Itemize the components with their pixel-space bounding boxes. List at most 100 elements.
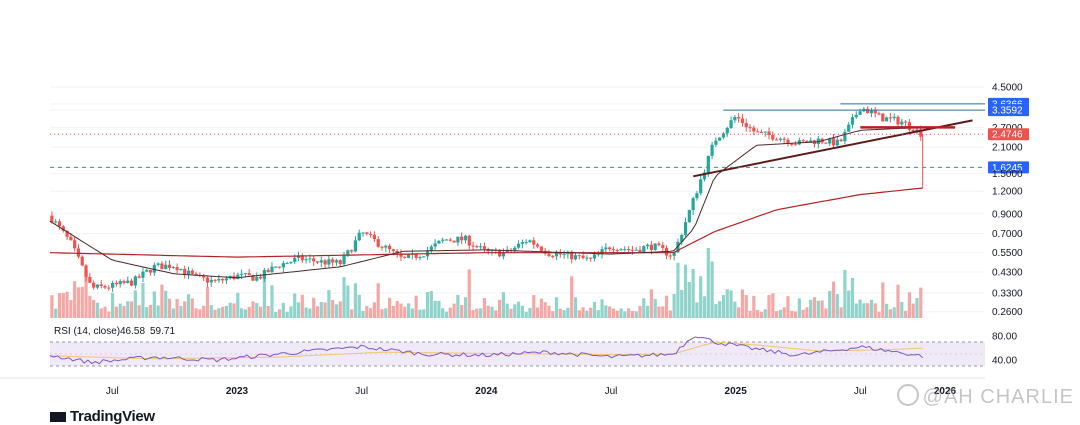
volume-bar xyxy=(88,295,92,318)
volume-bar xyxy=(748,310,752,318)
candle xyxy=(422,256,426,258)
candle xyxy=(638,249,642,253)
volume-bar xyxy=(323,302,327,318)
volume-bar xyxy=(338,301,342,318)
candle xyxy=(289,261,293,264)
volume-bar xyxy=(122,305,126,318)
candle xyxy=(854,114,858,118)
volume-bar xyxy=(850,277,855,318)
candle xyxy=(118,281,122,285)
time-tick-label: 2024 xyxy=(475,386,498,397)
volume-bar xyxy=(619,308,623,318)
volume-bar xyxy=(353,283,358,318)
candle xyxy=(778,138,782,140)
candle xyxy=(300,255,304,261)
volume-bar xyxy=(809,299,813,318)
volume-bar xyxy=(262,274,266,318)
price-tick-label: 1.5000 xyxy=(992,169,1023,180)
volume-bar xyxy=(425,292,430,318)
candle xyxy=(456,236,460,243)
candle xyxy=(148,269,153,273)
volume-bar xyxy=(228,302,232,318)
volume-bar xyxy=(805,307,809,318)
candle xyxy=(315,261,320,263)
candle xyxy=(209,279,213,283)
candle xyxy=(718,137,722,141)
volume-bar xyxy=(384,308,388,318)
candle xyxy=(782,138,786,140)
candle xyxy=(790,143,794,145)
candle xyxy=(251,275,255,281)
volume-bar xyxy=(418,309,422,318)
candle xyxy=(471,245,475,247)
candle xyxy=(479,246,483,248)
candle xyxy=(224,278,229,281)
volume-bar xyxy=(604,305,608,318)
candle xyxy=(266,269,270,273)
candle xyxy=(721,133,726,138)
volume-bar xyxy=(350,309,354,318)
volume-bar xyxy=(410,308,414,318)
candle xyxy=(122,281,126,283)
candle xyxy=(847,124,851,132)
candle xyxy=(114,282,118,285)
volume-bar xyxy=(304,307,308,318)
candle xyxy=(668,255,672,257)
candle xyxy=(152,264,156,273)
candle xyxy=(513,247,517,251)
volume-bar xyxy=(570,276,574,318)
candle xyxy=(680,235,684,242)
volume-bar xyxy=(608,306,612,318)
volume-bar xyxy=(240,308,244,318)
volume-bar xyxy=(782,307,786,318)
volume-bar xyxy=(710,261,714,318)
candle xyxy=(54,221,58,223)
volume-bar xyxy=(376,283,380,318)
candle xyxy=(763,131,767,133)
volume-bar xyxy=(854,303,858,318)
volume-bar xyxy=(308,308,312,318)
candle xyxy=(835,139,839,146)
candle xyxy=(672,252,676,256)
candle xyxy=(186,270,191,275)
volume-bar xyxy=(391,305,395,318)
candle xyxy=(293,257,297,262)
candle xyxy=(129,280,134,286)
volume-bar xyxy=(361,310,365,318)
volume-bar xyxy=(293,293,297,318)
candle xyxy=(387,245,392,250)
candle xyxy=(581,255,585,258)
candle xyxy=(61,226,65,231)
volume-bar xyxy=(479,308,483,318)
candle xyxy=(57,221,62,227)
volume-bar xyxy=(202,305,206,318)
volume-bar xyxy=(786,296,790,318)
moving-averages xyxy=(49,103,985,279)
volume-bar xyxy=(680,289,684,318)
candle xyxy=(706,155,710,173)
price-tick-label: 1.2000 xyxy=(992,187,1023,198)
price-badge xyxy=(988,104,1029,117)
candle xyxy=(391,249,395,252)
candle xyxy=(676,241,680,253)
volume-bar xyxy=(312,297,316,318)
candle xyxy=(395,251,399,254)
volume-bar xyxy=(668,310,672,318)
volume-bar xyxy=(95,302,100,318)
candle xyxy=(907,122,911,130)
volume-bar xyxy=(919,287,923,318)
volume-bar xyxy=(232,303,236,318)
volume-bar xyxy=(645,305,650,318)
candle xyxy=(338,260,342,265)
volume-bar xyxy=(482,298,487,318)
volume-bar xyxy=(475,308,479,318)
candle xyxy=(190,270,194,274)
candle xyxy=(137,276,141,278)
volume-bar xyxy=(365,305,369,318)
volume-bar xyxy=(281,302,285,318)
candle xyxy=(793,144,798,146)
volume-bar xyxy=(797,298,801,318)
volume-bar xyxy=(372,302,377,318)
candle xyxy=(573,255,578,260)
volume-bar xyxy=(634,311,638,318)
